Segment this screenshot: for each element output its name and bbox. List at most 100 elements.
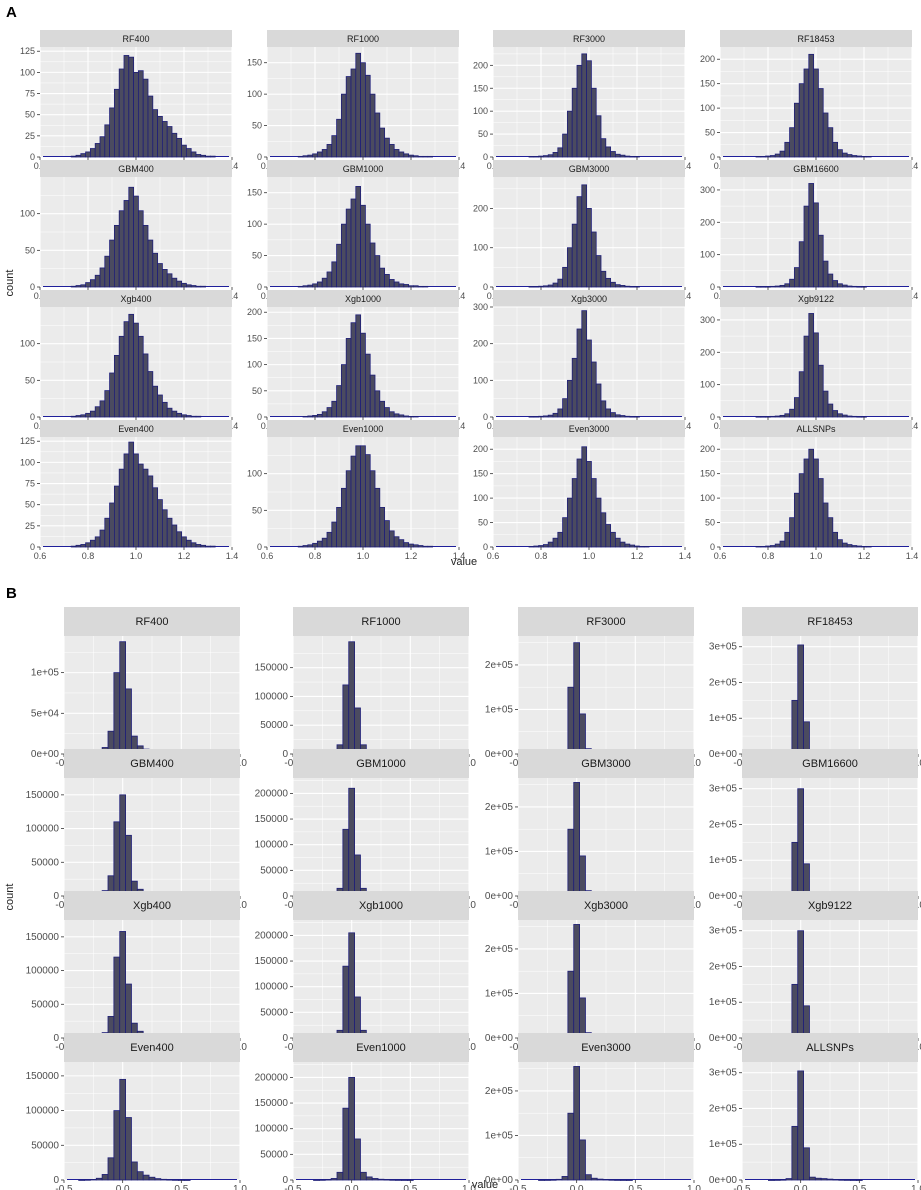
histogram-bar (312, 153, 318, 158)
y-tick-label: 150000 (255, 956, 289, 967)
facet-strip (267, 160, 459, 177)
x-tick-label: 1.0 (462, 1184, 476, 1190)
y-tick-label: 1e+05 (485, 988, 514, 999)
histogram-bar (571, 87, 578, 158)
histogram-bar (784, 283, 790, 288)
histogram-bar (818, 234, 824, 288)
y-tick-label: 100 (473, 493, 488, 503)
histogram-bar (152, 487, 159, 548)
y-tick-label: 1e+05 (709, 855, 738, 866)
histogram-bar (297, 545, 304, 548)
histogram-bar (137, 463, 144, 548)
histogram-bar (94, 274, 101, 288)
y-tick-label: 200 (473, 339, 488, 349)
histogram-bar (528, 546, 535, 548)
y-tick-label: 100000 (255, 840, 289, 851)
histogram-bar (533, 156, 539, 158)
histogram-bar (791, 699, 799, 755)
histogram-bar (567, 110, 573, 158)
histogram-bar (316, 281, 323, 288)
facet-a-allsnps: ALLSNPs 0.6 0.8 1.0 1.2 1.4 0 50 100 150 200 (700, 420, 918, 561)
histogram-bar (832, 280, 838, 288)
histogram-bar (185, 539, 192, 548)
y-tick-label: 0e+00 (709, 749, 738, 760)
histogram-bar (820, 1178, 828, 1181)
histogram-bar (813, 458, 819, 548)
x-tick-label: 1.0 (130, 551, 143, 561)
histogram-bar (345, 470, 352, 548)
y-tick-label: 0 (282, 1175, 288, 1186)
histogram-bar (798, 371, 805, 418)
y-tick-label: 50 (252, 251, 262, 261)
facet-title: ALLSNPs (806, 1042, 854, 1054)
histogram-bar (768, 1179, 775, 1181)
histogram-bar (181, 414, 187, 418)
y-tick-label: 0 (30, 412, 35, 422)
y-tick-label: 50000 (260, 1007, 288, 1018)
y-tick-label: 3e+05 (709, 784, 738, 795)
facet-b-gbm1000: GBM1000-0.50.00.51.005000010000015000020… (255, 749, 476, 911)
histogram-bar (552, 282, 559, 288)
histogram-bar (142, 468, 149, 548)
histogram-bar (148, 1176, 156, 1181)
histogram-bar (190, 151, 197, 158)
histogram-bar (605, 524, 611, 548)
histogram-bar (794, 397, 800, 418)
y-tick-label: 2e+05 (485, 944, 514, 955)
histogram-bar (567, 379, 573, 418)
histogram-bar (355, 52, 361, 158)
histogram-bar (324, 1179, 332, 1181)
y-tick-label: 50000 (31, 999, 59, 1010)
histogram-bar (579, 855, 586, 897)
x-tick-label: -0.5 (509, 1184, 527, 1190)
histogram-bar (770, 155, 776, 158)
histogram-bar (326, 144, 333, 158)
histogram-bar (557, 531, 563, 548)
histogram-bar (528, 416, 535, 418)
x-tick-label: 1.0 (911, 1184, 921, 1190)
histogram-bar (393, 149, 400, 158)
histogram-bar (755, 156, 762, 158)
histogram-bar (822, 502, 829, 548)
histogram-bar (147, 239, 154, 288)
histogram-bar (200, 285, 207, 288)
histogram-bar (605, 277, 611, 288)
histogram-bar (321, 411, 328, 418)
histogram-bar (205, 545, 211, 548)
histogram-bar (856, 155, 862, 158)
histogram-bar (770, 285, 776, 288)
histogram-bar (818, 478, 824, 548)
histogram-bar (538, 285, 544, 288)
facet-strip (742, 607, 918, 636)
x-tick-label: 1.4 (679, 551, 692, 561)
histogram-bar (355, 186, 361, 288)
histogram-bar (209, 545, 216, 548)
y-tick-label: 200 (247, 307, 262, 317)
facet-strip (40, 160, 232, 177)
histogram-bar (809, 1176, 816, 1181)
histogram-bar (369, 374, 376, 418)
facet-strip (720, 30, 912, 47)
y-tick-label: 50 (252, 386, 262, 396)
facet-strip (64, 891, 240, 920)
histogram-bar (422, 155, 429, 158)
histogram-bar (832, 531, 838, 548)
facet-title: Even400 (118, 424, 154, 434)
facet-title: GBM400 (118, 164, 154, 174)
histogram-bar (791, 983, 799, 1039)
histogram-bar (765, 155, 771, 158)
facet-title: GBM1000 (356, 758, 406, 770)
x-tick-label: 1.2 (858, 551, 871, 561)
histogram-bar (340, 93, 347, 158)
histogram-bar (147, 475, 154, 548)
histogram-bar (543, 415, 549, 418)
histogram-bar (78, 1179, 85, 1181)
histogram-bar (614, 1179, 622, 1181)
histogram-bar (342, 965, 350, 1039)
histogram-bar (136, 1171, 144, 1181)
histogram-bar (326, 407, 333, 418)
histogram-bar (113, 1110, 121, 1181)
